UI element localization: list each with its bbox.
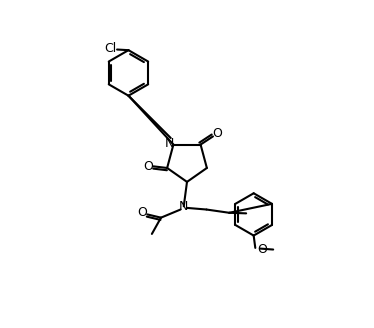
Text: O: O: [138, 206, 147, 219]
Text: O: O: [144, 160, 154, 173]
Text: N: N: [165, 137, 174, 151]
Text: O: O: [212, 127, 222, 140]
Text: O: O: [258, 243, 267, 256]
Text: N: N: [179, 200, 188, 214]
Text: Cl: Cl: [104, 42, 117, 55]
